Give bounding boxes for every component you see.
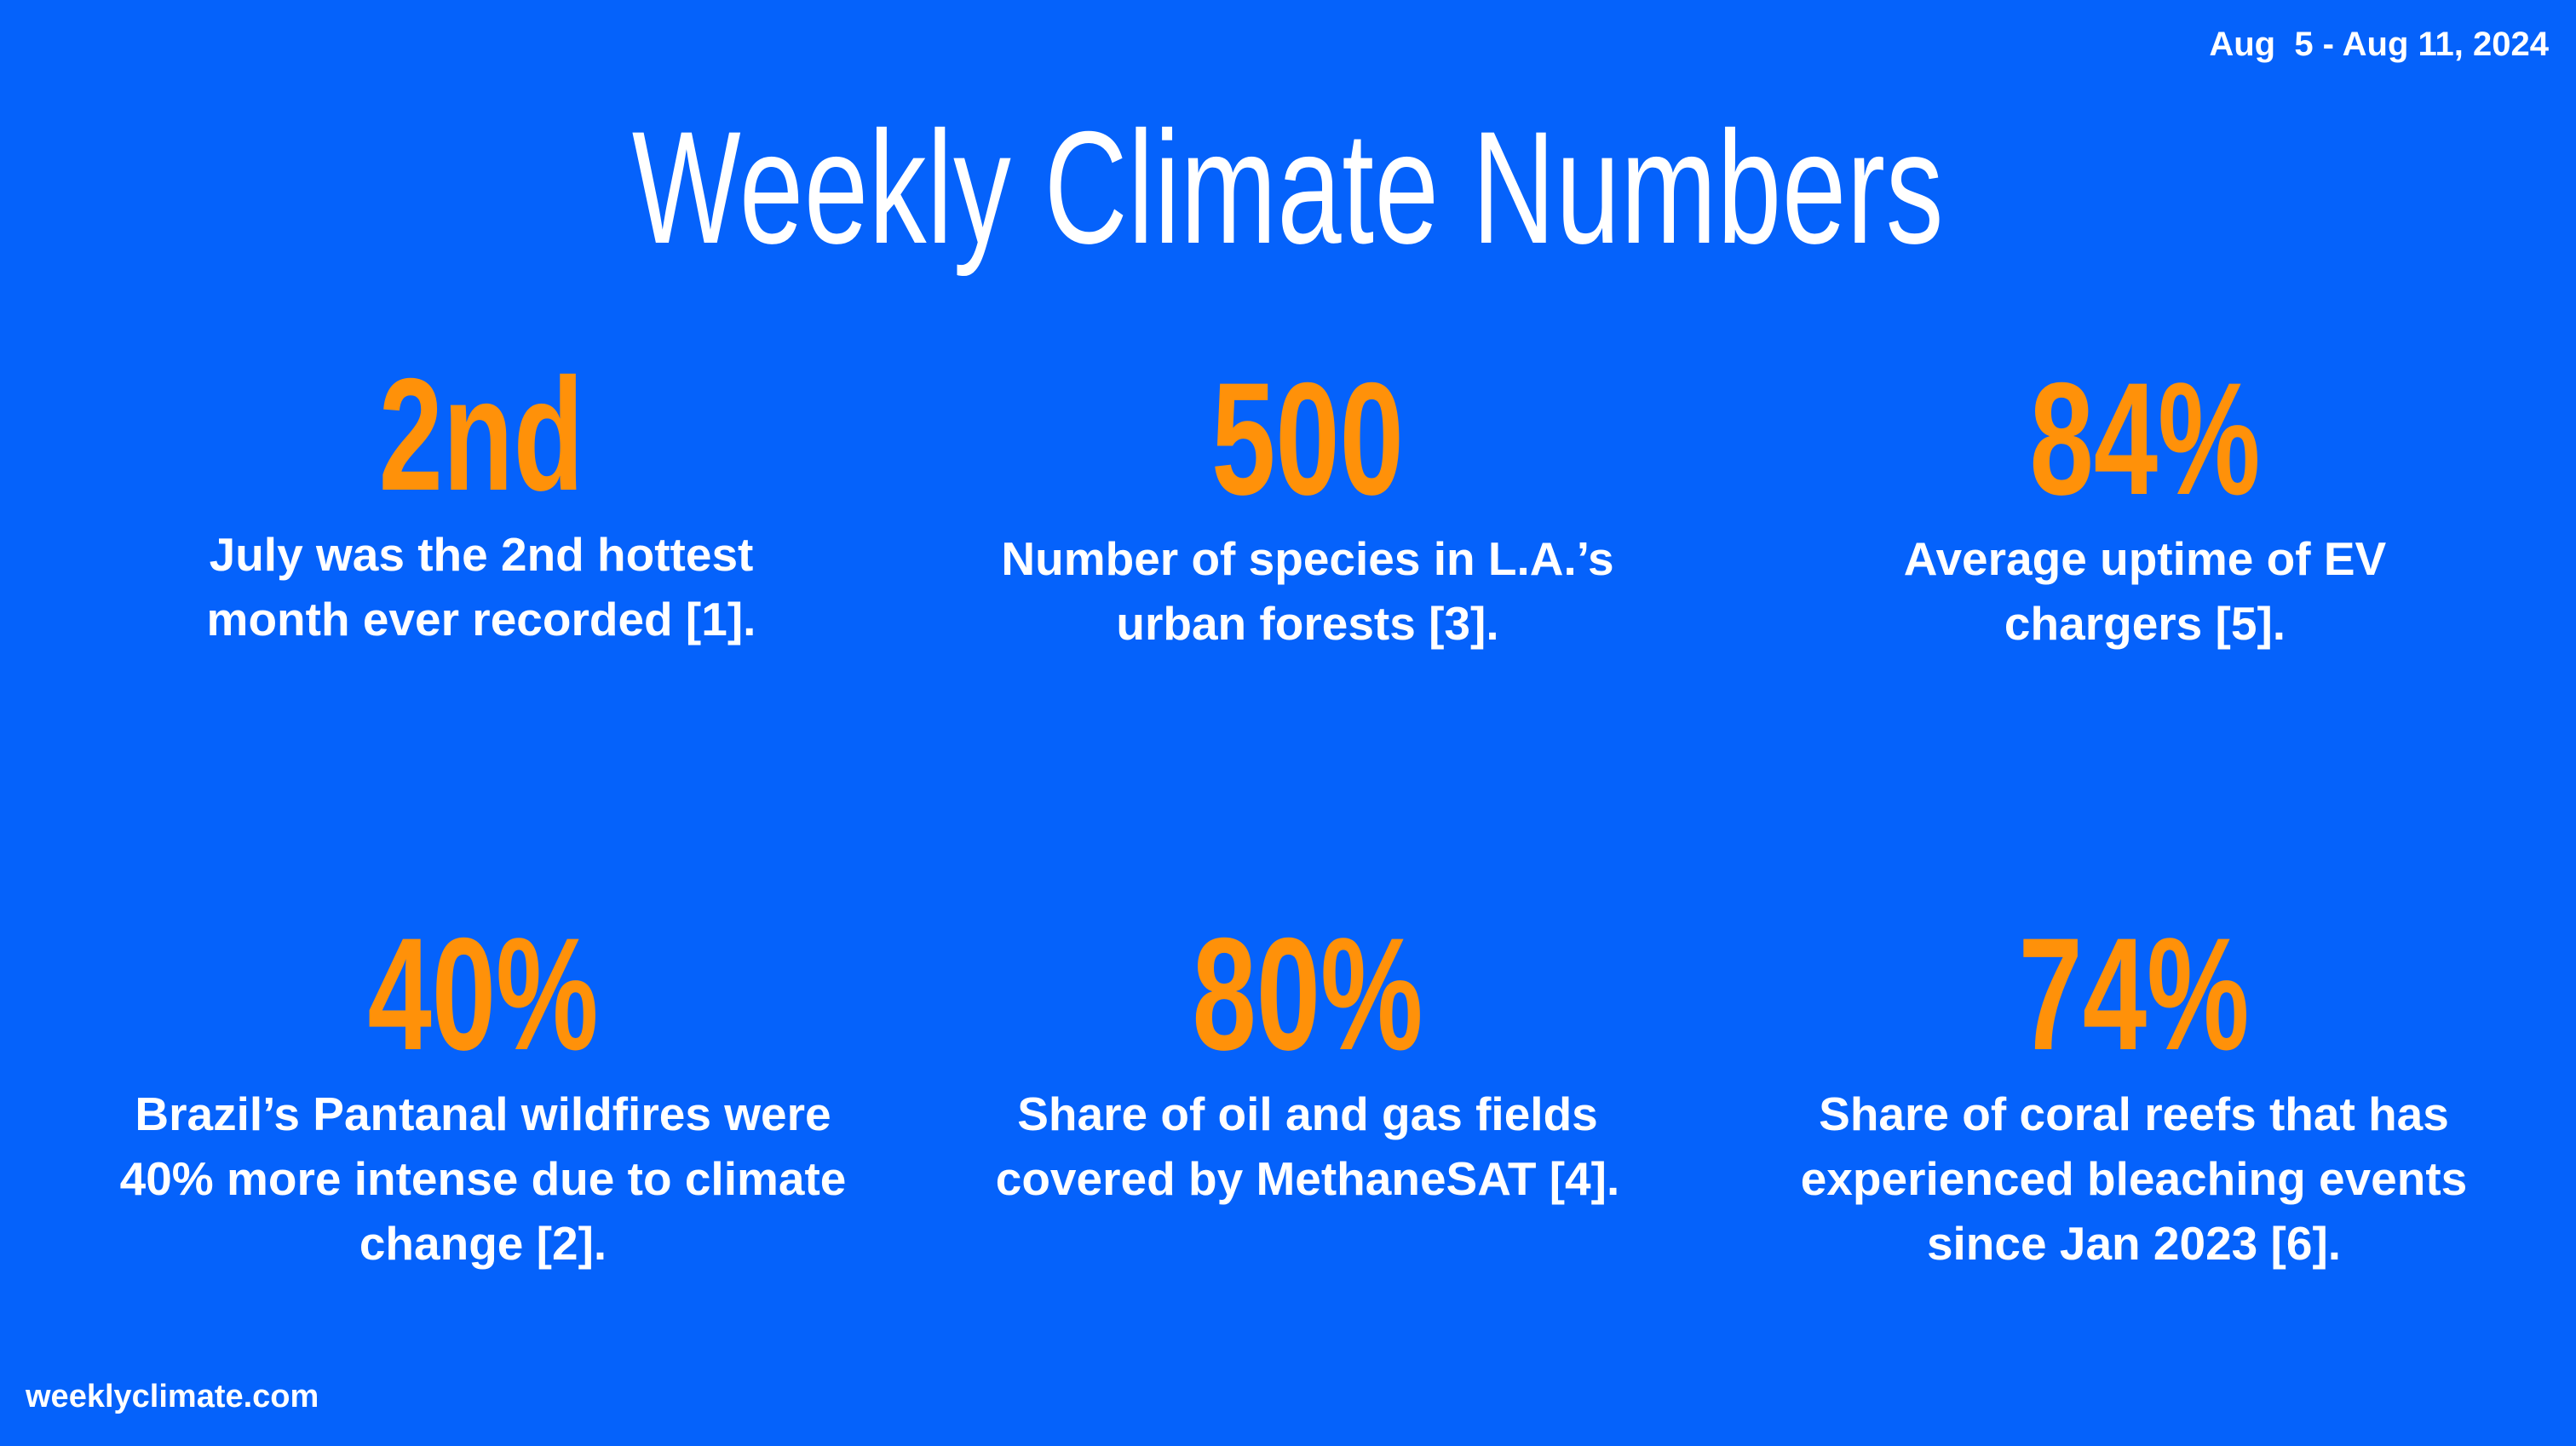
stat-description: Average uptime of EV chargers [5]. bbox=[1903, 532, 2387, 650]
page-title: Weekly Climate Numbers bbox=[631, 98, 1945, 277]
stat-value: 40% bbox=[367, 904, 599, 1083]
stat-description: July was the 2nd hottest month ever reco… bbox=[206, 528, 756, 646]
stat-value: 84% bbox=[2029, 349, 2261, 528]
stat-description: Share of coral reefs that has experience… bbox=[1800, 1087, 2468, 1270]
stat-value: 74% bbox=[2018, 904, 2250, 1083]
footer-site-link: weeklyclimate.com bbox=[26, 1379, 319, 1414]
stat-value: 2nd bbox=[378, 345, 584, 524]
stat-card: 74% Share of coral reefs that has experi… bbox=[1751, 913, 2517, 1276]
stat-card: 500 Number of species in L.A.’s urban fo… bbox=[924, 358, 1691, 656]
date-range: Aug 5 - Aug 11, 2024 bbox=[2209, 26, 2549, 63]
stat-value: 80% bbox=[1192, 904, 1423, 1083]
stat-card: 2nd July was the 2nd hottest month ever … bbox=[98, 353, 865, 651]
stat-description: Brazil’s Pantanal wildfires were 40% mor… bbox=[119, 1087, 847, 1270]
stat-card: 84% Average uptime of EV chargers [5]. bbox=[1762, 358, 2528, 656]
stat-description: Number of species in L.A.’s urban forest… bbox=[1001, 532, 1614, 650]
stat-card: 80% Share of oil and gas fields covered … bbox=[924, 913, 1691, 1211]
stat-value: 500 bbox=[1211, 349, 1404, 528]
stat-description: Share of oil and gas fields covered by M… bbox=[995, 1087, 1620, 1205]
stat-card: 40% Brazil’s Pantanal wildfires were 40%… bbox=[100, 913, 866, 1276]
